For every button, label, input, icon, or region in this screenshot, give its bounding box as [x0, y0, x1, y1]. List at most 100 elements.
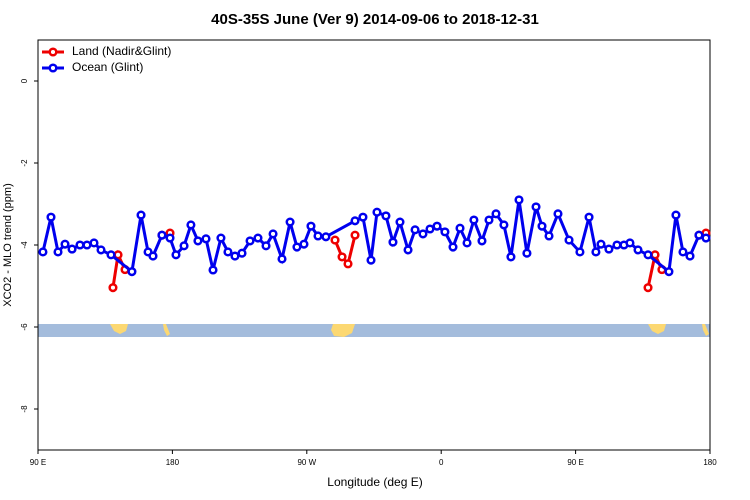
point — [537, 221, 547, 231]
point — [201, 234, 211, 244]
point — [366, 255, 376, 265]
x-axis-label: Longitude (deg E) — [327, 475, 422, 489]
point — [350, 216, 360, 226]
point — [553, 209, 563, 219]
x-tick-label: 180 — [703, 458, 717, 467]
legend-label: Land (Nadir&Glint) — [72, 44, 171, 58]
point — [477, 236, 487, 246]
point — [484, 215, 494, 225]
point — [358, 212, 368, 222]
map-strip — [38, 324, 710, 337]
legend-marker — [48, 63, 58, 73]
point — [506, 252, 516, 262]
point — [179, 241, 189, 251]
point — [299, 239, 309, 249]
x-tick-label: 90 E — [30, 458, 46, 467]
point — [491, 209, 501, 219]
point — [403, 245, 413, 255]
point — [277, 254, 287, 264]
point — [575, 247, 585, 257]
point — [53, 247, 63, 257]
y-tick-label: -2 — [20, 159, 29, 167]
point — [148, 251, 158, 261]
point — [261, 241, 271, 251]
point — [425, 224, 435, 234]
series-line — [41, 199, 707, 275]
point — [440, 227, 450, 237]
point — [208, 265, 218, 275]
point — [82, 240, 92, 250]
y-tick-label: -6 — [20, 323, 29, 331]
point — [38, 247, 48, 257]
point — [350, 230, 360, 240]
point — [108, 283, 118, 293]
point — [410, 225, 420, 235]
point — [216, 233, 226, 243]
x-tick-label: 90 W — [297, 458, 316, 467]
point — [643, 250, 653, 260]
point — [685, 251, 695, 261]
point — [455, 223, 465, 233]
point — [604, 244, 614, 254]
point — [223, 247, 233, 257]
point — [499, 220, 509, 230]
point — [596, 239, 606, 249]
point — [462, 238, 472, 248]
point — [564, 235, 574, 245]
point — [75, 240, 85, 250]
point — [694, 230, 704, 240]
point — [67, 244, 77, 254]
y-axis-label: XCO2 - MLO trend (ppm) — [2, 183, 14, 306]
point — [544, 231, 554, 241]
point — [514, 195, 524, 205]
point — [664, 267, 674, 277]
point — [136, 210, 146, 220]
legend-label: Ocean (Glint) — [72, 60, 143, 74]
point — [343, 259, 353, 269]
point — [388, 237, 398, 247]
point — [245, 236, 255, 246]
point — [171, 250, 181, 260]
point — [448, 242, 458, 252]
y-tick-label: -8 — [20, 405, 29, 413]
point — [418, 229, 428, 239]
point — [432, 221, 442, 231]
point — [625, 238, 635, 248]
y-tick-label: 0 — [20, 78, 29, 83]
point — [89, 238, 99, 248]
point — [186, 220, 196, 230]
point — [643, 283, 653, 293]
point — [230, 251, 240, 261]
point — [292, 242, 302, 252]
point — [522, 248, 532, 258]
point — [285, 217, 295, 227]
point — [469, 215, 479, 225]
point — [671, 210, 681, 220]
point — [165, 233, 175, 243]
point — [330, 235, 340, 245]
point — [193, 236, 203, 246]
point — [106, 250, 116, 260]
point — [306, 221, 316, 231]
y-tick-label: -4 — [20, 241, 29, 249]
point — [337, 252, 347, 262]
point — [701, 233, 711, 243]
point — [127, 267, 137, 277]
point — [381, 211, 391, 221]
point — [60, 239, 70, 249]
x-tick-label: 0 — [439, 458, 444, 467]
point — [584, 212, 594, 222]
point — [321, 232, 331, 242]
x-tick-label: 90 E — [567, 458, 583, 467]
point — [678, 247, 688, 257]
point — [96, 245, 106, 255]
point — [395, 217, 405, 227]
point — [612, 240, 622, 250]
point — [268, 229, 278, 239]
x-tick-label: 180 — [166, 458, 180, 467]
legend-marker — [48, 47, 58, 57]
point — [591, 247, 601, 257]
point — [237, 248, 247, 258]
point — [633, 245, 643, 255]
